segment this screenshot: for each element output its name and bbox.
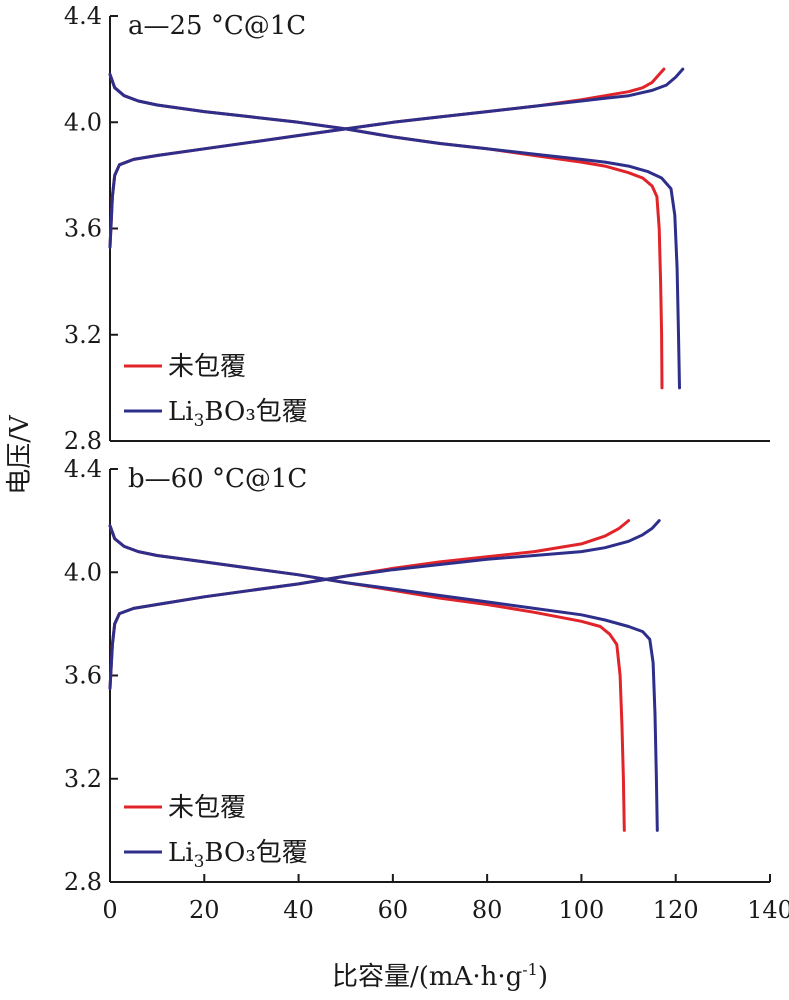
y-tick-label: 4.0: [64, 558, 102, 586]
x-axis-title-end: ): [538, 962, 548, 992]
x-axis-title-text: 比容量/(mA·h·g: [332, 962, 522, 992]
coated-discharge-curve: [108, 72, 681, 390]
legend-label: Li3BO₃包覆: [168, 838, 308, 872]
x-axis-title: 比容量/(mA·h·g-1): [332, 960, 548, 992]
legend-label-tail: BO₃包覆: [204, 838, 307, 868]
panel-a: 2.8 3.2 3.6 4.0 4.4 a—25 °C@1C 未包覆 Li3BO₃包覆: [64, 2, 685, 455]
legend-label-text: 未包覆: [168, 352, 246, 382]
legend-label: 未包覆: [168, 352, 246, 382]
y-tick-label: 3.6: [64, 215, 102, 243]
legend-label-text: 未包覆: [168, 793, 246, 823]
y-tick-label: 4.0: [64, 108, 102, 136]
x-tick-label: 140: [747, 896, 789, 924]
legend-subscript: 3: [194, 411, 205, 431]
y-tick-label: 4.4: [64, 455, 102, 483]
x-tick-label: 0: [102, 896, 117, 924]
legend-label-text: Li: [168, 397, 194, 427]
y-tick-label: 2.8: [64, 427, 102, 455]
uncoated-discharge-curve: [108, 72, 664, 390]
legend-subscript: 3: [194, 852, 205, 872]
y-tick-label: 3.2: [64, 321, 102, 349]
y-tick-label: 4.4: [64, 2, 102, 30]
coated-discharge-curve: [108, 524, 659, 832]
shared-axes: 0 20 40 60 80 100 120 140 比容量/(mA·h·g-1) 电压/V: [5, 414, 789, 992]
x-tick-label: 40: [283, 896, 314, 924]
panel-b: 2.8 3.2 3.6 4.0 4.4 b—60 °C@1C 未包覆 Li3BO₃包覆: [64, 455, 661, 896]
x-axis-title-superscript: -1: [522, 960, 538, 979]
y-tick-label: 3.2: [64, 765, 102, 793]
x-tick-label: 60: [378, 896, 409, 924]
x-tick-label: 80: [472, 896, 503, 924]
x-tick-label: 120: [653, 896, 699, 924]
panel-title: b—60 °C@1C: [128, 464, 307, 494]
y-tick-label: 3.6: [64, 662, 102, 690]
x-tick-label: 100: [559, 896, 605, 924]
uncoated-charge-curve: [108, 519, 631, 690]
legend-label-text: Li: [168, 838, 194, 868]
x-tick-label: 20: [189, 896, 220, 924]
panel-title: a—25 °C@1C: [128, 11, 306, 41]
coated-charge-curve: [108, 67, 685, 249]
y-axis-title: 电压/V: [5, 414, 35, 495]
legend-label: 未包覆: [168, 793, 246, 823]
legend-label: Li3BO₃包覆: [168, 397, 308, 431]
coated-charge-curve: [108, 519, 661, 690]
y-tick-label: 2.8: [64, 868, 102, 896]
legend-label-tail: BO₃包覆: [204, 397, 307, 427]
